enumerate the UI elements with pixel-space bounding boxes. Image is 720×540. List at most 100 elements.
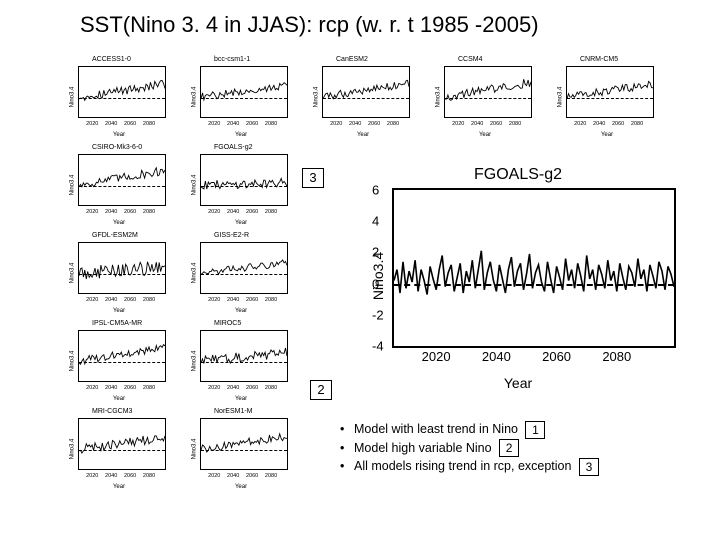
panel-xtick: 2020 [452, 121, 464, 127]
big-panel-xtick: 2040 [482, 349, 511, 364]
panel-xtick: 2060 [612, 121, 624, 127]
callout-badge-3: 3 [302, 168, 324, 188]
small-panel: FGOALS-g2Nino3.42020204020602080Year [186, 146, 296, 224]
small-panel: CSIRO-Mk3-6-0 Nino3.42020204020602080 Year [64, 146, 174, 224]
panel-xtick: 2040 [227, 297, 239, 303]
panel-xlabel: Year [479, 132, 491, 138]
panel-xlabel: Year [235, 396, 247, 402]
panel-ylabel: Nino3.4 [69, 263, 75, 284]
panel-ylabel: Nino3.4 [191, 263, 197, 284]
panel-ylabel: Nino3.4 [313, 87, 319, 108]
panel-xtick: 2080 [143, 209, 155, 215]
panel-xtick: 2040 [105, 121, 117, 127]
panel-xlabel: Year [113, 220, 125, 226]
note-row-3: • All models rising trend in rcp, except… [340, 457, 692, 476]
small-panel: GISS-E2-RNino3.42020204020602080Year [186, 234, 296, 312]
panel-xtick: 2040 [227, 385, 239, 391]
panel-xlabel: Year [235, 484, 247, 490]
panel-title: ACCESS1-0 [92, 56, 131, 63]
big-panel-ytick: 4 [372, 214, 379, 229]
panel-title: IPSL-CM5A-MR [92, 320, 142, 327]
panel-xtick: 2040 [227, 121, 239, 127]
big-panel-ytick: 6 [372, 183, 379, 198]
panel-ylabel: Nino3.4 [191, 439, 197, 460]
slide-page: { "title": "SST(Nino 3. 4 in JJAS): rcp … [0, 0, 720, 540]
note-row-1: • Model with least trend in Nino 1 [340, 420, 692, 439]
panel-xtick: 2020 [208, 209, 220, 215]
big-panel: FGOALS-g2 Nino3.4 -4-2024620202040206020… [350, 168, 686, 383]
note-2-badge: 2 [499, 439, 519, 457]
panel-xlabel: Year [113, 484, 125, 490]
big-panel-xlabel: Year [504, 375, 532, 391]
panel-plot: 2020204020602080 [566, 66, 654, 118]
panel-xtick: 2020 [574, 121, 586, 127]
panel-plot: 2020204020602080 [200, 154, 288, 206]
note-1-badge: 1 [525, 421, 545, 439]
panel-plot: 2020204020602080 [200, 242, 288, 294]
panel-xtick: 2080 [143, 297, 155, 303]
panel-xlabel: Year [113, 132, 125, 138]
panel-ylabel: Nino3.4 [69, 439, 75, 460]
small-panel: GFDL-ESM2MNino3.42020204020602080Year [64, 234, 174, 312]
panel-plot: 2020204020602080 [200, 330, 288, 382]
big-panel-xtick: 2080 [602, 349, 631, 364]
panel-ylabel: Nino3.4 [69, 175, 75, 196]
big-panel-ytick: -4 [372, 339, 384, 354]
panel-xtick: 2080 [265, 297, 277, 303]
panel-xtick: 2020 [208, 385, 220, 391]
panel-xlabel: Year [357, 132, 369, 138]
panel-xtick: 2080 [143, 385, 155, 391]
panel-xtick: 2060 [246, 209, 258, 215]
panel-title: FGOALS-g2 [214, 144, 253, 151]
panel-xtick: 2020 [86, 473, 98, 479]
note-3-badge: 3 [579, 458, 599, 476]
panel-xtick: 2020 [208, 121, 220, 127]
panel-xtick: 2060 [490, 121, 502, 127]
panel-ylabel: Nino3.4 [557, 87, 563, 108]
panel-xtick: 2080 [265, 209, 277, 215]
panel-xtick: 2040 [593, 121, 605, 127]
panel-xtick: 2020 [86, 297, 98, 303]
panel-plot: 2020204020602080 [78, 242, 166, 294]
panel-xtick: 2040 [471, 121, 483, 127]
panel-xlabel: Year [113, 396, 125, 402]
panel-xtick: 2020 [86, 121, 98, 127]
panel-plot: 2020204020602080 [78, 330, 166, 382]
panel-xtick: 2020 [86, 385, 98, 391]
panel-xtick: 2020 [208, 473, 220, 479]
small-panel: NorESM1-MNino3.42020204020602080Year [186, 410, 296, 488]
panel-xtick: 2060 [124, 121, 136, 127]
panel-xtick: 2060 [246, 297, 258, 303]
panel-xtick: 2020 [208, 297, 220, 303]
small-panel: ACCESS1-0Nino3.42020204020602080Year [64, 58, 174, 136]
panel-xtick: 2020 [330, 121, 342, 127]
big-panel-xtick: 2060 [542, 349, 571, 364]
panel-ylabel: Nino3.4 [435, 87, 441, 108]
panel-xtick: 2020 [86, 209, 98, 215]
panel-xtick: 2080 [265, 385, 277, 391]
panel-xtick: 2080 [265, 473, 277, 479]
panel-xlabel: Year [113, 308, 125, 314]
panel-plot: 2020204020602080 [322, 66, 410, 118]
panel-plot: 2020204020602080 [78, 154, 166, 206]
small-panel: IPSL-CM5A-MRNino3.42020204020602080Year [64, 322, 174, 400]
big-panel-title: FGOALS-g2 [474, 166, 562, 184]
panel-ylabel: Nino3.4 [191, 87, 197, 108]
panel-xtick: 2040 [227, 473, 239, 479]
panel-xtick: 2060 [246, 385, 258, 391]
panel-title: CSIRO-Mk3-6-0 [92, 144, 142, 151]
panel-title: CanESM2 [336, 56, 368, 63]
panel-title: CNRM-CM5 [580, 56, 618, 63]
panel-xlabel: Year [235, 220, 247, 226]
panel-xtick: 2080 [509, 121, 521, 127]
panel-title: NorESM1-M [214, 408, 253, 415]
small-panel: MRI-CGCM3Nino3.42020204020602080Year [64, 410, 174, 488]
notes-block: • Model with least trend in Nino 1 • Mod… [340, 420, 692, 476]
note-3-text: All models rising trend in rcp, exceptio… [354, 459, 571, 473]
small-panel: CanESM2 Nino3.42020204020602080 Year [308, 58, 418, 136]
small-panel: bcc-csm1-1Nino3.42020204020602080Year [186, 58, 296, 136]
panel-xtick: 2080 [631, 121, 643, 127]
note-row-2: • Model high variable Nino 2 [340, 439, 692, 458]
panel-xlabel: Year [601, 132, 613, 138]
panel-xtick: 2040 [105, 297, 117, 303]
